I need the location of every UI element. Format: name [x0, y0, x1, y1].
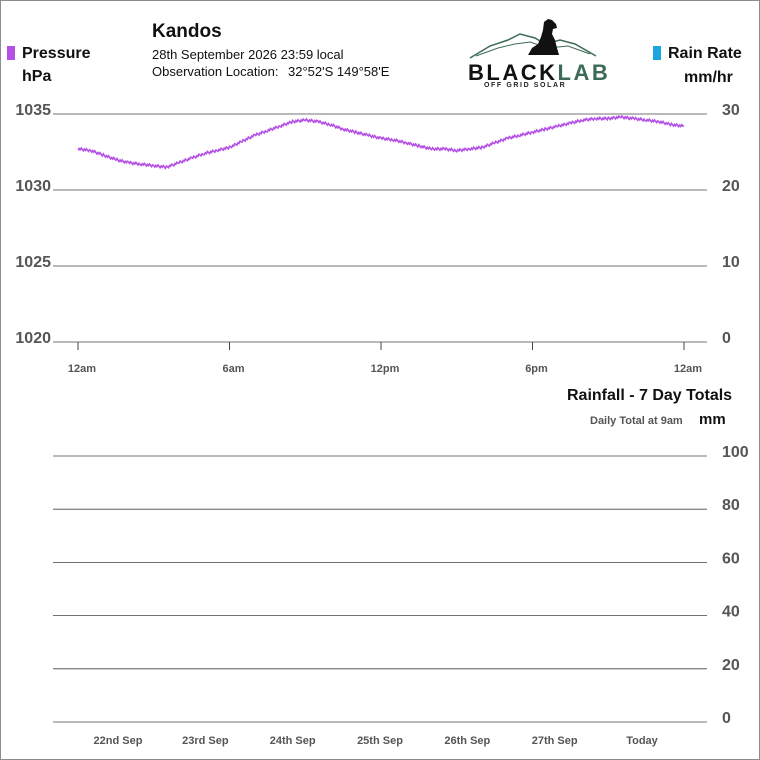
rainfall-y-tick-label: 60 — [722, 550, 740, 567]
time-axis-label: 6pm — [525, 363, 548, 375]
rainfall-x-label: 23rd Sep — [182, 735, 229, 747]
station-name: Kandos — [152, 21, 222, 42]
logo-text-lab: LAB — [557, 60, 611, 85]
rainfall-y-tick-label: 100 — [722, 444, 749, 461]
rainfall-x-label: 27th Sep — [532, 735, 578, 747]
time-axis-label: 6am — [222, 363, 244, 375]
logo-text-black: BLACK — [468, 60, 558, 85]
observation-location-value: 32°52'S 149°58'E — [288, 64, 390, 79]
rain-rate-unit: mm/hr — [684, 69, 733, 86]
rainfall-chart-title: Rainfall - 7 Day Totals — [567, 387, 733, 404]
rain-rate-y-tick-label: 0 — [722, 330, 731, 347]
rainfall-y-tick-label: 20 — [722, 657, 740, 674]
rain-rate-legend-label: Rain Rate — [668, 45, 742, 62]
pressure-y-tick-label: 1035 — [15, 102, 51, 119]
pressure-unit: hPa — [22, 68, 52, 85]
rainfall-x-label: 25th Sep — [357, 735, 403, 747]
rainfall-x-label: Today — [626, 735, 658, 747]
rain-rate-y-tick-label: 30 — [722, 102, 740, 119]
time-axis-label: 12am — [674, 363, 702, 375]
rainfall-y-tick-label: 0 — [722, 710, 731, 727]
rainfall-y-unit: mm — [699, 411, 726, 428]
rainfall-y-tick-label: 80 — [722, 497, 740, 514]
rain-rate-legend-swatch — [653, 46, 661, 60]
time-axis-label: 12am — [68, 363, 96, 375]
rain-rate-y-tick-label: 10 — [722, 254, 740, 271]
rainfall-y-tick-label: 40 — [722, 604, 740, 621]
logo-tagline: OFF GRID SOLAR — [484, 82, 567, 89]
pressure-legend-swatch — [7, 46, 15, 60]
observation-location-label: Observation Location: — [152, 64, 279, 79]
pressure-series-line — [77, 114, 685, 170]
pressure-legend-label: Pressure — [22, 45, 91, 62]
rainfall-x-label: 24th Sep — [270, 735, 316, 747]
pressure-y-tick-label: 1020 — [15, 330, 51, 347]
observation-datetime: 28th September 2026 23:59 local — [152, 47, 344, 62]
rainfall-chart-subtitle: Daily Total at 9am — [590, 415, 683, 427]
rainfall-x-label: 22nd Sep — [94, 735, 143, 747]
rainfall-x-label: 26th Sep — [444, 735, 490, 747]
pressure-y-tick-label: 1025 — [15, 254, 51, 271]
time-axis-label: 12pm — [371, 363, 400, 375]
pressure-y-tick-label: 1030 — [15, 178, 51, 195]
rain-rate-y-tick-label: 20 — [722, 178, 740, 195]
